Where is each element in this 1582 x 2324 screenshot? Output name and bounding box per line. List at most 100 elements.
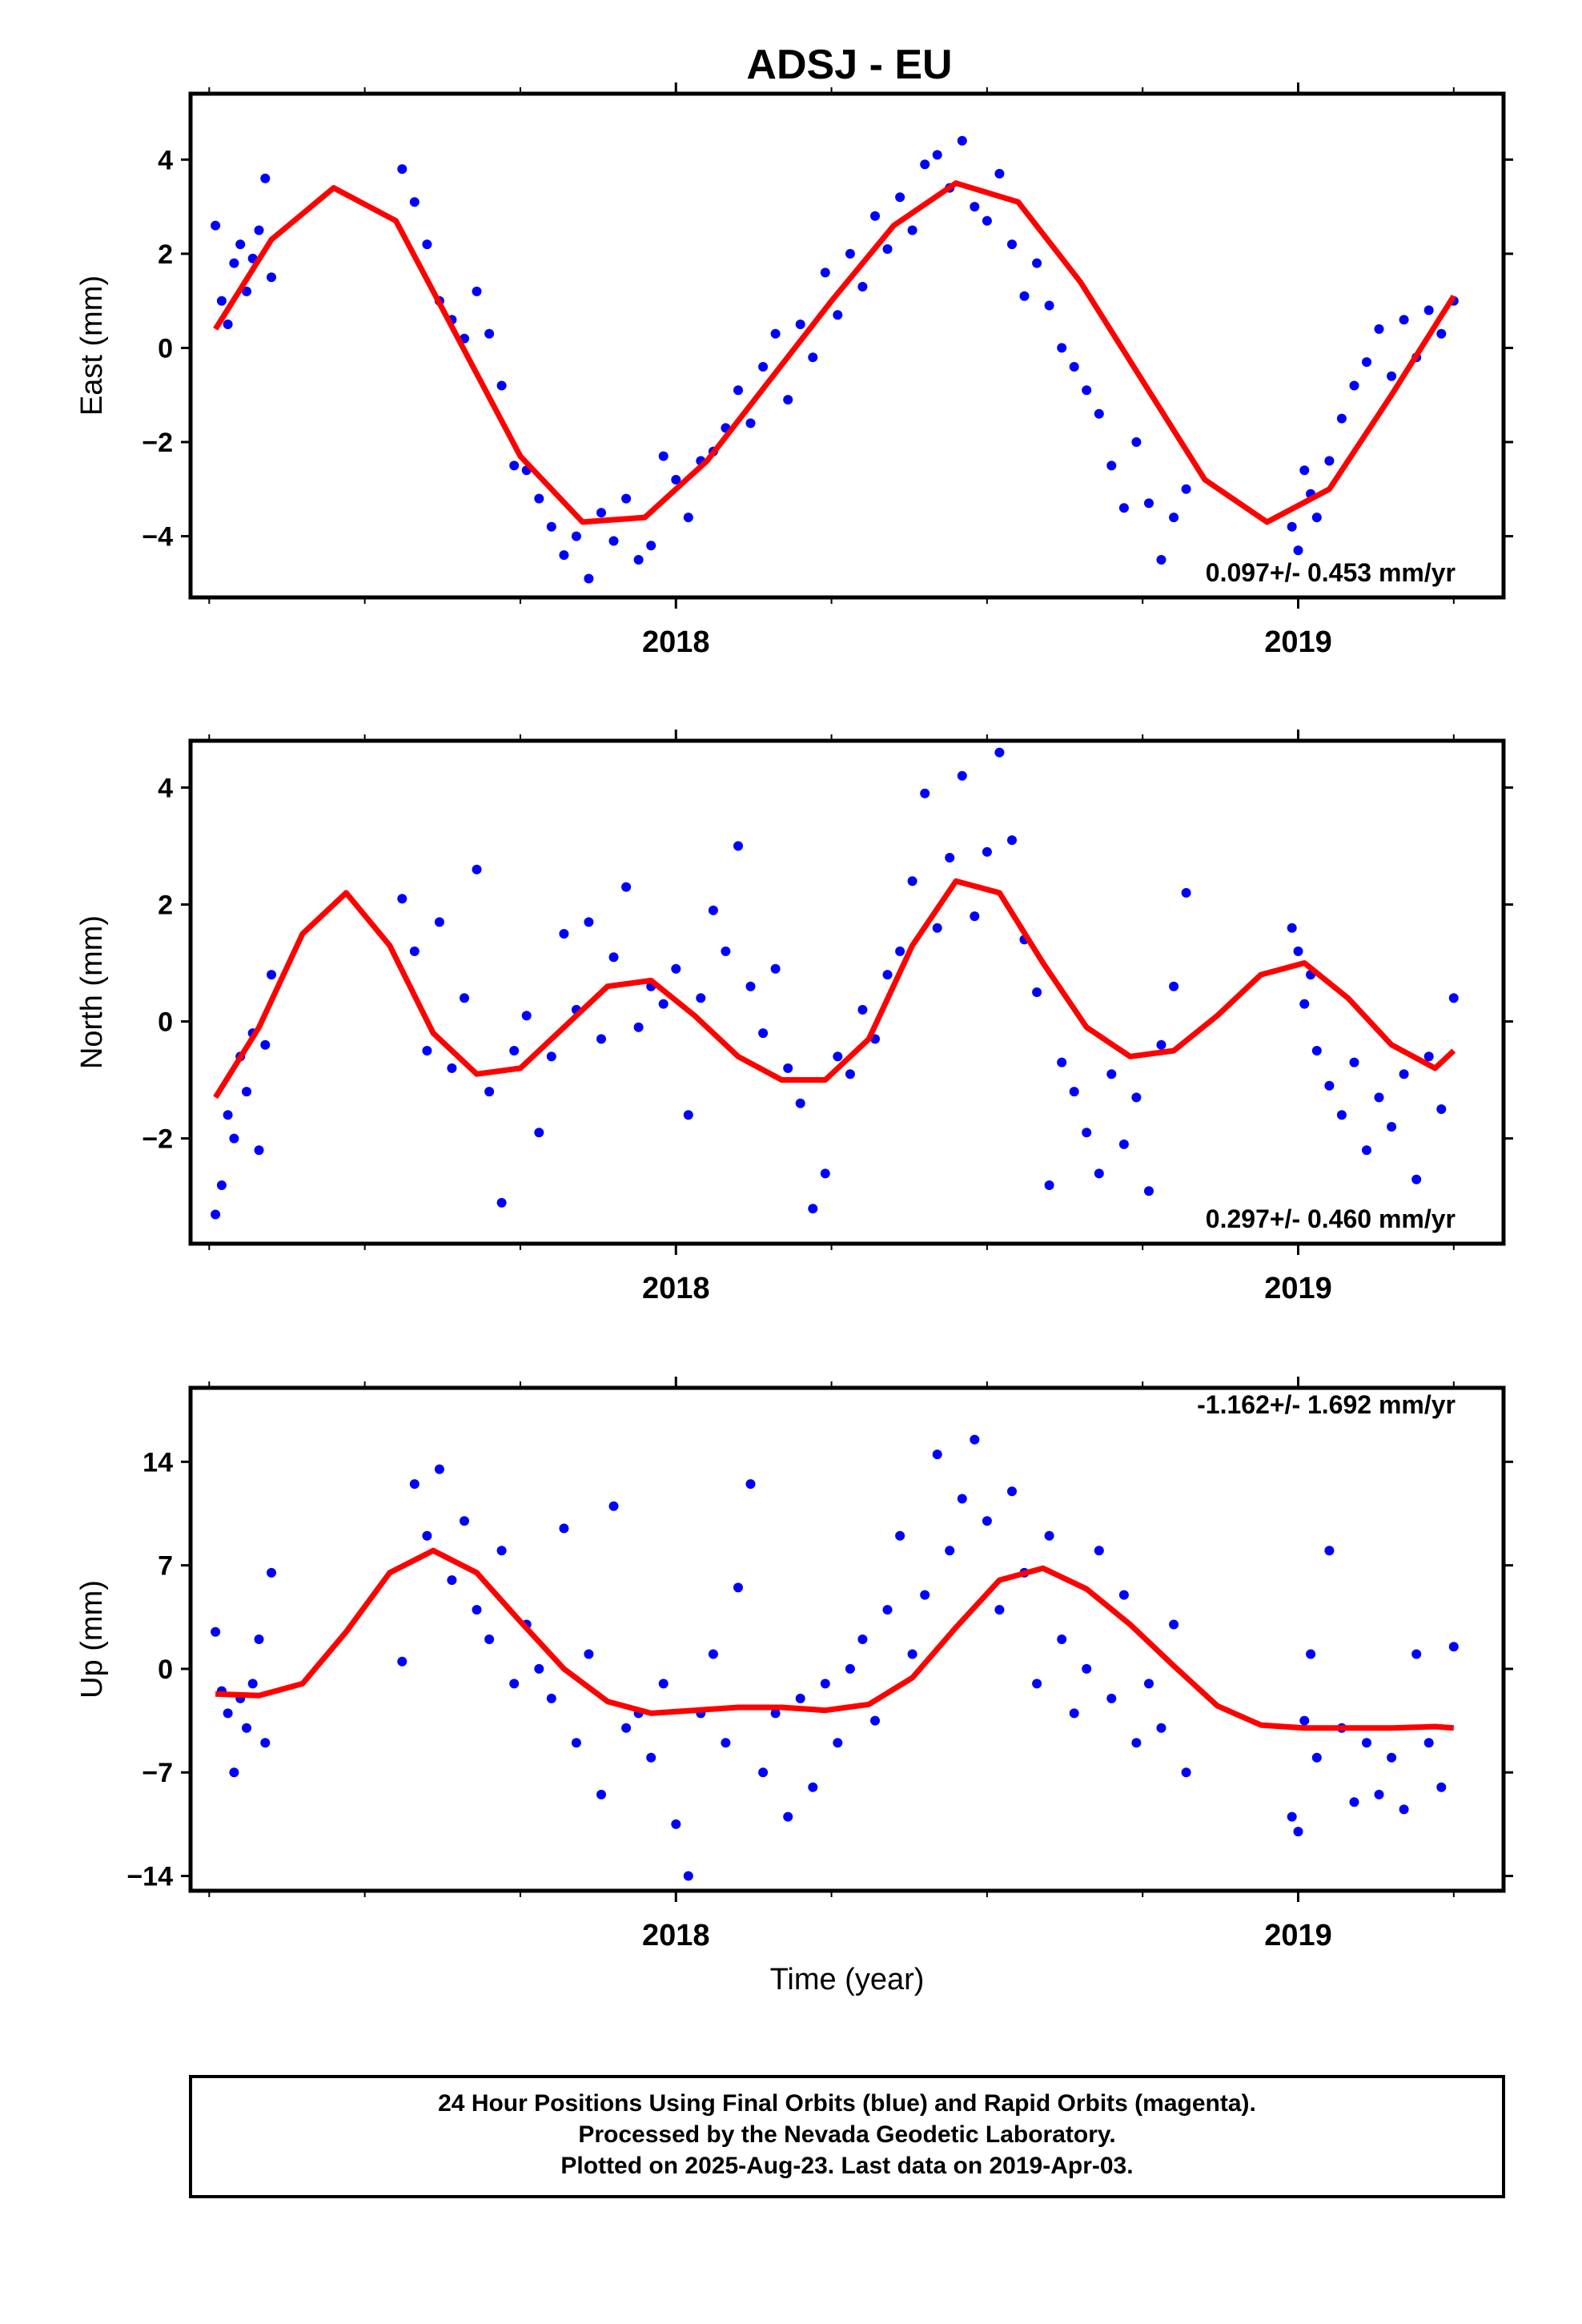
data-point	[870, 1715, 880, 1726]
x-tick-label: 2018	[642, 625, 710, 659]
data-point	[945, 1546, 955, 1556]
data-point	[982, 1516, 992, 1526]
panel-up: −14 −7 0 7 14 2018 2019 Up (mm) -1.162+/- 1.692 …	[75, 1377, 1513, 1952]
data-points-up	[211, 1434, 1459, 1881]
data-point	[1057, 1057, 1067, 1068]
data-point	[1094, 408, 1104, 419]
data-point	[608, 1501, 619, 1511]
data-point	[1106, 1693, 1117, 1703]
data-point	[696, 993, 706, 1003]
data-point	[1032, 1679, 1042, 1689]
data-point	[882, 970, 893, 980]
y-axis-label-north: North (mm)	[75, 915, 109, 1069]
data-point	[409, 197, 420, 207]
data-point	[721, 946, 731, 956]
data-point	[1423, 305, 1434, 316]
data-point	[1144, 498, 1154, 509]
data-point	[1399, 315, 1409, 325]
data-point	[1436, 1104, 1447, 1114]
data-point	[671, 1819, 681, 1829]
data-point	[1144, 1679, 1154, 1689]
data-point	[671, 963, 681, 974]
data-point	[229, 1767, 239, 1778]
data-point	[683, 1871, 693, 1881]
data-point	[795, 320, 805, 329]
data-point	[708, 1649, 718, 1659]
data-point	[1336, 1110, 1347, 1120]
data-point	[1181, 1767, 1191, 1778]
data-point	[758, 1767, 769, 1778]
data-point	[1106, 1069, 1117, 1080]
data-point	[1007, 835, 1017, 846]
data-point	[1181, 484, 1191, 494]
data-point	[671, 475, 681, 485]
data-point	[633, 1022, 644, 1032]
data-point	[1311, 1046, 1322, 1055]
rate-label-up: -1.162+/- 1.692 mm/yr	[1197, 1390, 1456, 1419]
fit-line-up	[215, 1547, 1455, 1731]
data-point	[1156, 555, 1166, 565]
y-tick-label: −4	[142, 522, 173, 553]
data-point	[608, 952, 619, 963]
data-point	[484, 1634, 495, 1644]
data-point	[907, 1649, 917, 1659]
data-point	[808, 352, 818, 363]
data-point	[267, 1567, 276, 1578]
data-point	[1362, 357, 1371, 368]
data-point	[242, 1087, 251, 1097]
data-point	[254, 225, 264, 235]
data-point	[534, 493, 544, 504]
data-point	[982, 215, 992, 226]
data-point	[422, 1046, 432, 1055]
data-point	[584, 1649, 594, 1659]
data-point	[795, 1693, 805, 1703]
data-point	[229, 258, 239, 268]
data-point	[621, 882, 632, 892]
data-point	[223, 1110, 233, 1120]
data-point	[397, 1656, 408, 1667]
data-point	[260, 173, 271, 183]
data-point	[820, 267, 830, 278]
data-point	[409, 1479, 420, 1490]
data-point	[509, 460, 520, 471]
data-point	[1131, 1738, 1142, 1748]
data-point	[496, 1197, 507, 1208]
data-point	[907, 225, 917, 235]
data-point	[1362, 1738, 1371, 1748]
rate-label-north: 0.297+/- 0.460 mm/yr	[1206, 1204, 1456, 1233]
data-point	[745, 981, 756, 991]
data-point	[857, 1004, 868, 1015]
data-point	[1032, 258, 1042, 268]
data-point	[584, 917, 594, 927]
data-point	[571, 531, 581, 541]
data-point	[1311, 513, 1322, 523]
y-tick-label: 14	[143, 1447, 173, 1478]
data-point	[1094, 1168, 1104, 1179]
data-point	[895, 946, 905, 956]
data-point	[783, 395, 793, 405]
y-tick-label: 0	[158, 1655, 173, 1685]
data-point	[559, 550, 569, 561]
data-point	[833, 1051, 843, 1062]
data-point	[845, 248, 855, 259]
footer-line-2: Processed by the Nevada Geodetic Laborat…	[578, 2121, 1115, 2148]
rate-label-east: 0.097+/- 0.453 mm/yr	[1206, 558, 1456, 587]
data-point	[857, 1634, 868, 1644]
data-point	[1436, 328, 1447, 339]
data-point	[957, 1494, 967, 1504]
data-point	[795, 1098, 805, 1108]
data-point	[1399, 1804, 1409, 1815]
data-point	[1423, 1051, 1434, 1062]
data-point	[945, 853, 955, 862]
data-point	[216, 296, 227, 306]
data-point	[1387, 1122, 1397, 1132]
data-point	[546, 1693, 556, 1703]
data-point	[460, 1516, 469, 1526]
data-point	[559, 929, 569, 939]
data-point	[770, 328, 781, 339]
data-point	[211, 1626, 221, 1637]
x-tick-label: 2019	[1264, 625, 1332, 659]
data-point	[211, 220, 221, 231]
data-point	[882, 244, 893, 254]
data-point	[895, 192, 905, 203]
